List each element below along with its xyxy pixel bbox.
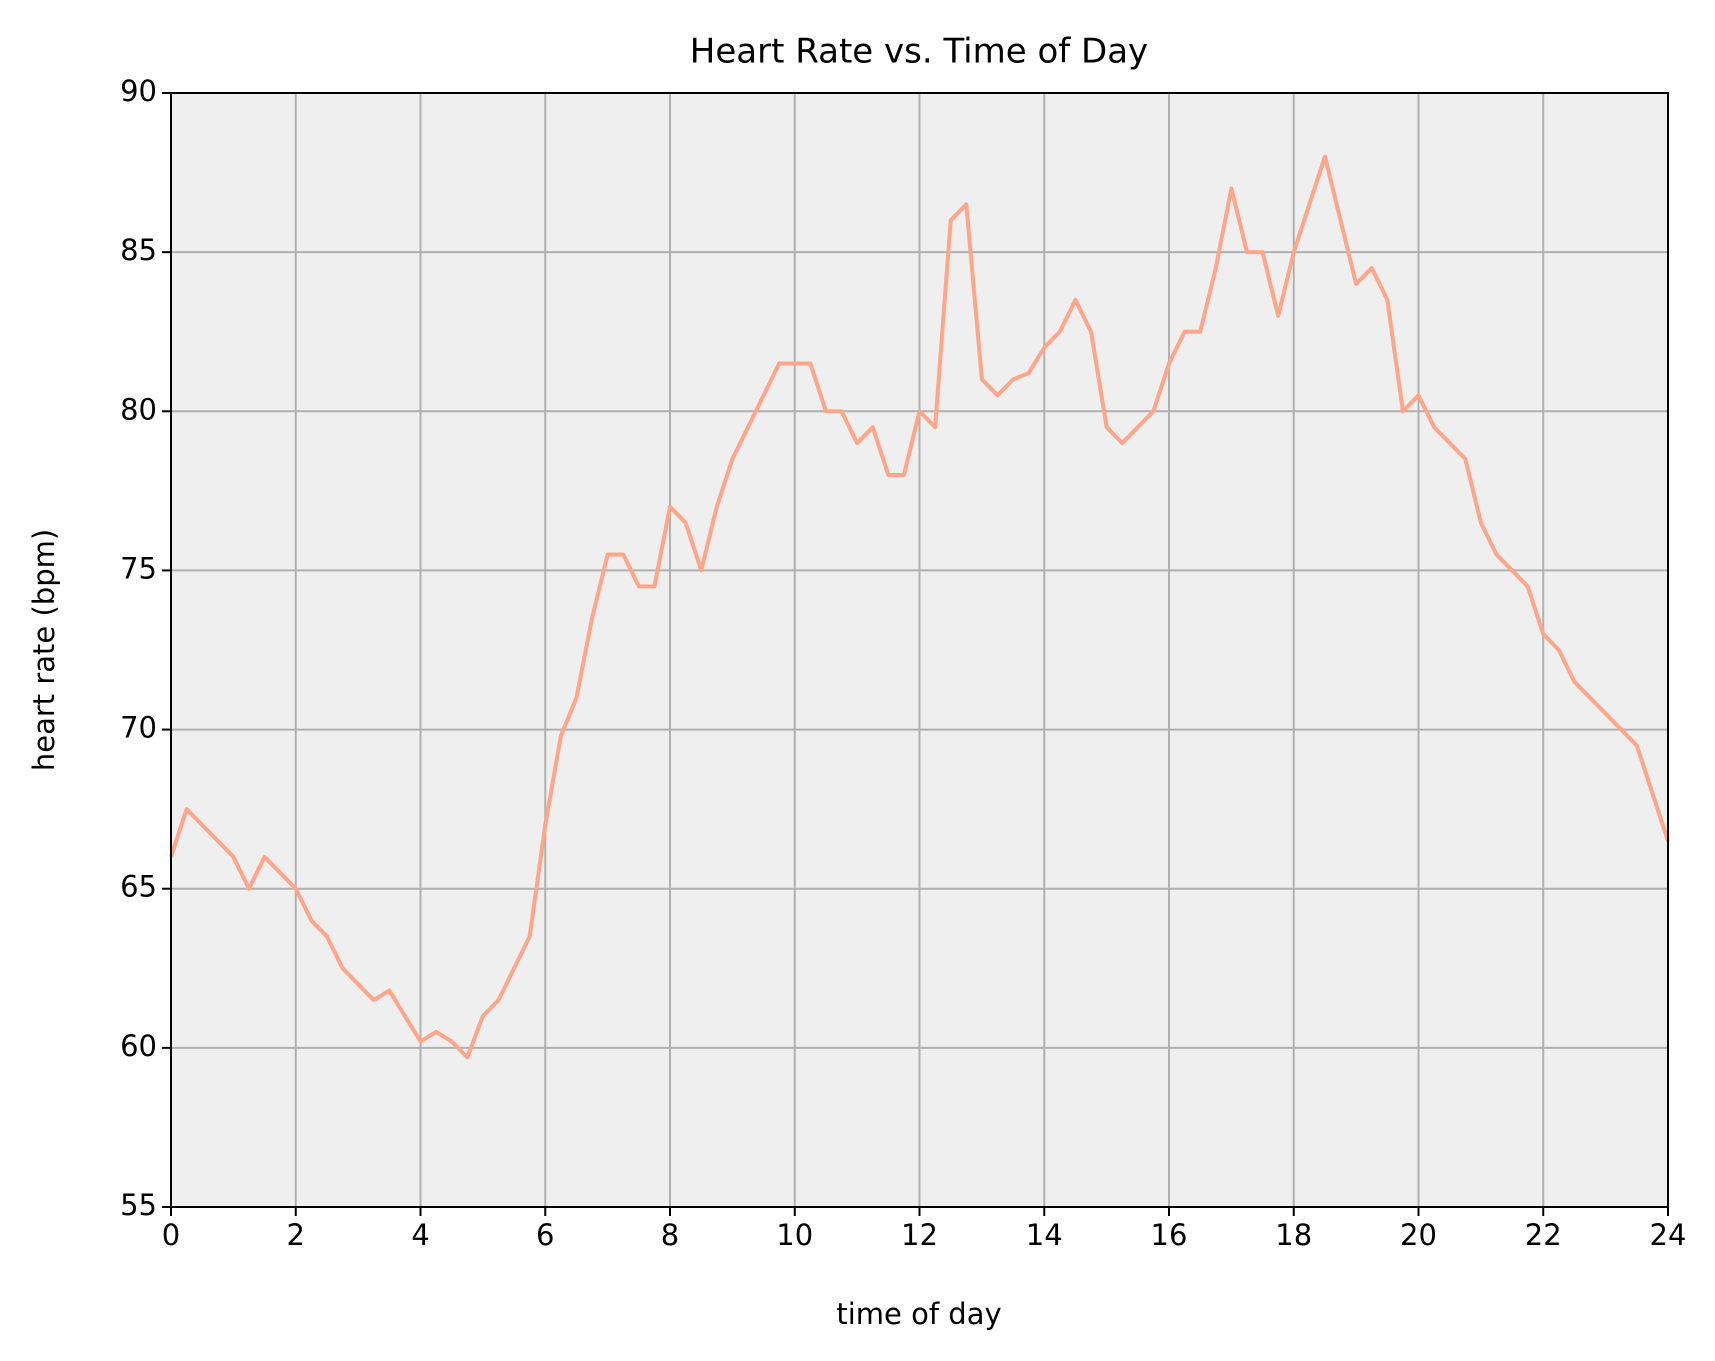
y-tick-label: 75 (120, 551, 157, 585)
x-tick-label: 0 (162, 1218, 180, 1252)
x-tick-label: 22 (1525, 1218, 1562, 1252)
x-tick-label: 10 (776, 1218, 813, 1252)
chart-title: Heart Rate vs. Time of Day (690, 32, 1148, 72)
x-tick-label: 2 (287, 1218, 305, 1252)
y-axis-label: heart rate (bpm) (27, 529, 61, 771)
x-tick-label: 24 (1650, 1218, 1687, 1252)
x-tick-label: 14 (1026, 1218, 1063, 1252)
y-tick-label: 90 (120, 74, 157, 108)
x-tick-label: 20 (1400, 1218, 1437, 1252)
x-tick-label: 8 (661, 1218, 679, 1252)
y-tick-label: 55 (120, 1188, 157, 1222)
x-tick-label: 4 (411, 1218, 429, 1252)
x-tick-label: 16 (1151, 1218, 1188, 1252)
y-tick-label: 80 (120, 392, 157, 426)
x-axis-label: time of day (836, 1297, 1001, 1331)
y-tick-label: 70 (120, 711, 157, 745)
x-tick-label: 6 (536, 1218, 554, 1252)
y-tick-label: 60 (120, 1029, 157, 1063)
x-tick-label: 12 (901, 1218, 938, 1252)
y-tick-label: 85 (120, 233, 157, 267)
data-line (169, 154, 1670, 1060)
y-tick-label: 65 (120, 870, 157, 904)
x-tick-label: 18 (1275, 1218, 1312, 1252)
